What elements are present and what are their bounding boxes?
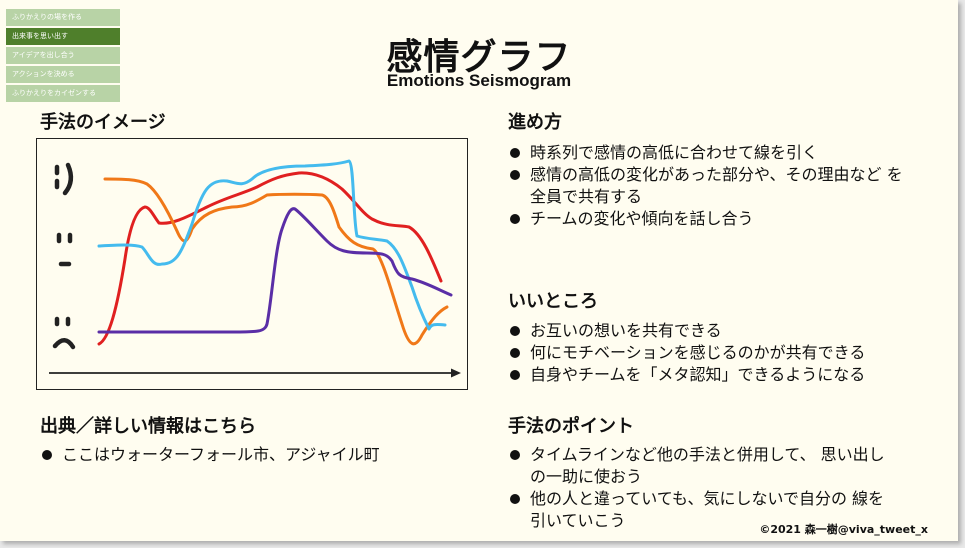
nav-item-decide-actions[interactable]: アクションを決める: [6, 66, 120, 83]
nav-item-improve-retro[interactable]: ふりかえりをカイゼンする: [6, 85, 120, 102]
points-heading: 手法のポイント: [508, 416, 634, 437]
nav-item-generate-ideas[interactable]: アイデアを出し合う: [6, 47, 120, 64]
page-title: 感情グラフ: [386, 37, 572, 78]
list-item: 何にモチベーションを感じるのかが共有できる: [508, 342, 928, 364]
purple-emotion-line: [97, 207, 453, 334]
list-item: 感情の高低の変化があった部分や、その理由など を全員で共有する: [508, 164, 908, 208]
source-heading: 出典／詳しい情報はこちら: [40, 416, 256, 437]
good-list: お互いの想いを共有できる 何にモチベーションを感じるのかが共有できる 自身やチー…: [508, 320, 928, 386]
blue-emotion-line: [97, 159, 447, 331]
emotion-graph-svg: [49, 159, 461, 378]
page-subtitle: Emotions Seismogram: [386, 71, 572, 90]
list-item: 自身やチームを「メタ認知」できるようになる: [508, 364, 928, 386]
good-heading: いいところ: [508, 291, 598, 312]
nav-item-recall-events[interactable]: 出来事を思い出す: [6, 28, 120, 45]
source-list: ここはウォーターフォール市、アジャイル町: [40, 444, 480, 466]
list-item: 時系列で感情の高低に合わせて線を引く: [508, 142, 908, 164]
source-link[interactable]: ここはウォーターフォール市、アジャイル町: [40, 444, 480, 466]
list-item: 他の人と違っていても、気にしないで自分の 線を引いていこう: [508, 488, 898, 532]
image-heading: 手法のイメージ: [40, 112, 166, 133]
copyright: ©2021 森一樹@viva_tweet_x: [759, 523, 928, 536]
howto-heading: 進め方: [508, 112, 562, 133]
section-nav: ふりかえりの場を作る 出来事を思い出す アイデアを出し合う アクションを決める …: [6, 9, 120, 104]
emotion-graph-illustration: [36, 138, 468, 390]
list-item: チームの変化や傾向を話し合う: [508, 208, 908, 230]
neutral-face-icon: [56, 232, 73, 267]
nav-item-create-space[interactable]: ふりかえりの場を作る: [6, 9, 120, 26]
red-emotion-line: [97, 171, 443, 346]
howto-list: 時系列で感情の高低に合わせて線を引く 感情の高低の変化があった部分や、その理由な…: [508, 142, 908, 230]
happy-face-icon: [54, 162, 74, 196]
time-axis-arrow: [49, 368, 461, 378]
sad-face-icon: [52, 316, 76, 350]
list-item: タイムラインなど他の手法と併用して、 思い出しの一助に使おう: [508, 444, 898, 488]
list-item: お互いの想いを共有できる: [508, 320, 928, 342]
orange-emotion-line: [103, 177, 449, 346]
points-list: タイムラインなど他の手法と併用して、 思い出しの一助に使おう 他の人と違っていて…: [508, 444, 898, 532]
